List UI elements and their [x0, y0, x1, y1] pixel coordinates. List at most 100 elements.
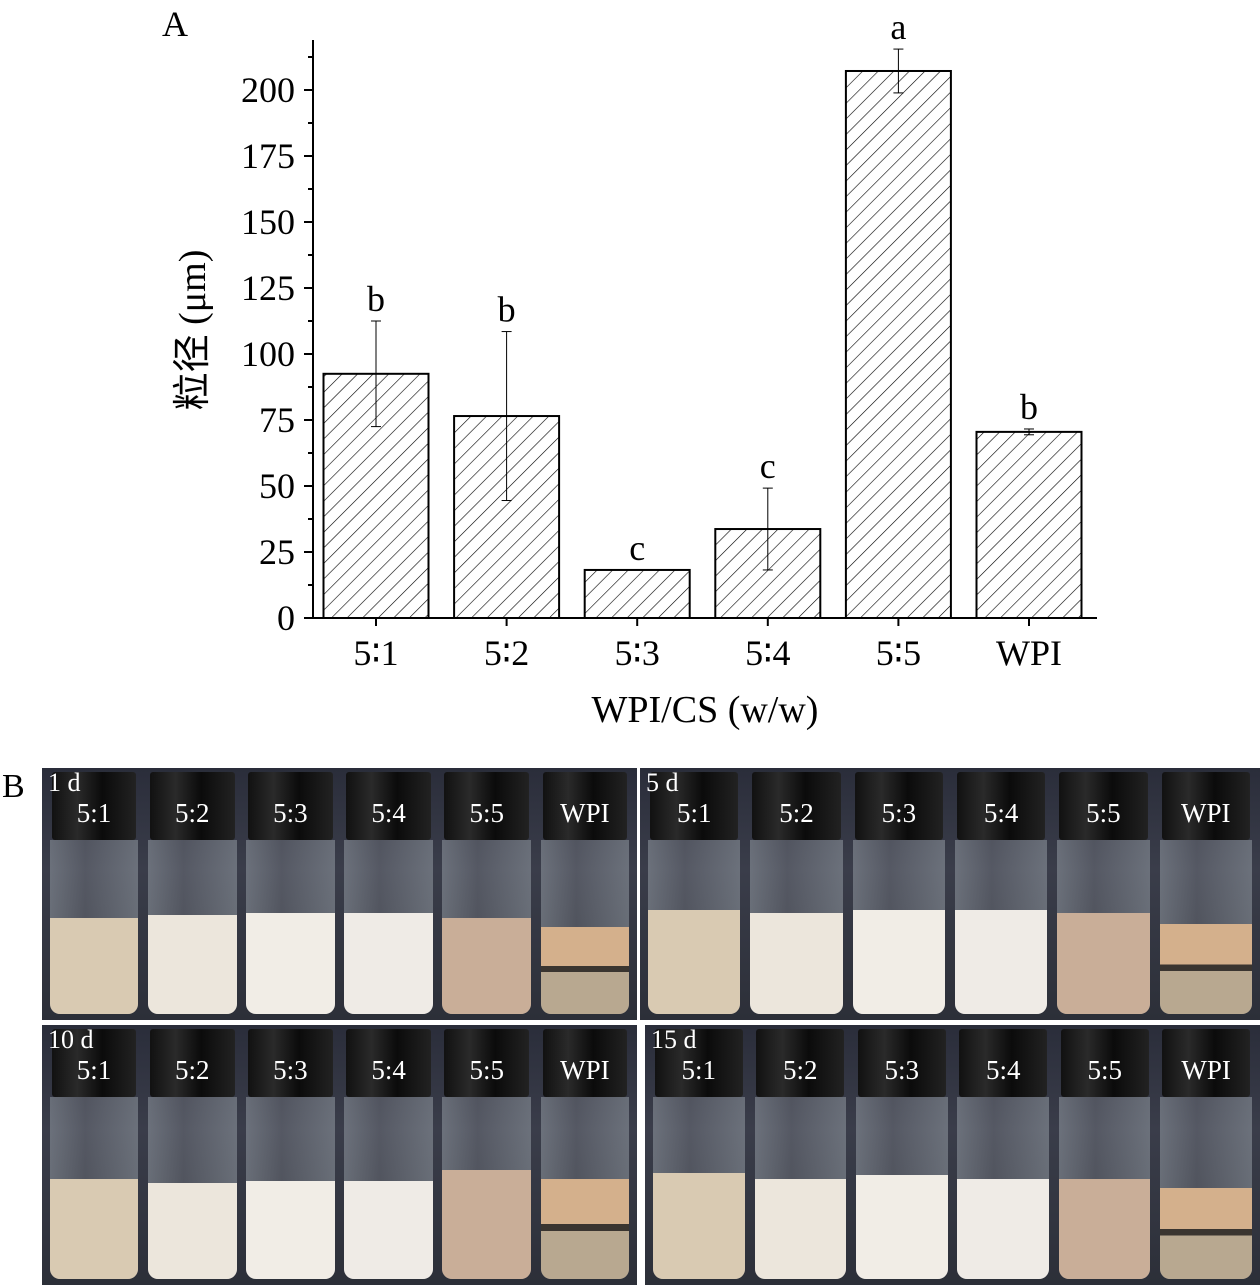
vial-cap — [542, 1029, 628, 1097]
vial-cap — [346, 1029, 431, 1097]
vial-glass — [344, 1097, 433, 1279]
vial-glass — [147, 840, 237, 1014]
vial-cap — [444, 1029, 530, 1097]
day-label: 1 d — [48, 768, 81, 797]
vial-label: 5:2 — [174, 1055, 210, 1085]
emulsion — [852, 909, 945, 1014]
panel-label-a: A — [162, 4, 188, 44]
vial-label: 5:1 — [676, 798, 712, 828]
vial-glass — [1159, 840, 1252, 1014]
vial-glass — [49, 1097, 139, 1279]
vial-cap — [149, 772, 235, 840]
vial-glass — [750, 840, 843, 1014]
x-tick-label: 5∶1 — [353, 633, 398, 673]
vial-label: 5:5 — [469, 1055, 504, 1085]
vial-label: 5:2 — [783, 1055, 818, 1085]
photo-panel: 5:1 5:2 5:3 5:4 5:5 WPI 10 d — [42, 1025, 637, 1285]
vial-cap — [542, 772, 628, 840]
vial-glass — [653, 1097, 745, 1279]
vial-glass — [246, 1097, 335, 1279]
vial: 5:1 — [48, 1025, 140, 1279]
vial-glass — [754, 1097, 847, 1279]
vial-cap — [247, 772, 333, 840]
vial: WPI — [539, 768, 631, 1014]
y-tick-label: 125 — [241, 268, 295, 308]
vial-label: 5:4 — [985, 1055, 1021, 1085]
vial-glass — [1058, 1097, 1151, 1279]
vial-cap — [654, 1029, 743, 1097]
vial: 5:2 — [146, 1025, 238, 1279]
vial-glass — [442, 1097, 532, 1279]
y-tick-label: 100 — [241, 334, 295, 374]
vial-cap — [959, 1029, 1048, 1097]
significance-label: a — [890, 7, 906, 47]
y-axis-label: 粒径 (μm) — [172, 250, 214, 411]
emulsion — [246, 913, 335, 1014]
y-tick-label: 75 — [259, 400, 295, 440]
bar — [583, 568, 691, 620]
vial-label: 5:5 — [469, 798, 504, 828]
vial-label: 5:1 — [76, 1055, 112, 1085]
emulsion — [955, 909, 1048, 1014]
vial-cap — [1060, 1029, 1149, 1097]
emulsion — [540, 1178, 630, 1279]
vial-label: 5:4 — [983, 798, 1019, 828]
emulsion — [1058, 1178, 1151, 1279]
vial: 5:2 — [749, 768, 845, 1014]
emulsion — [147, 1182, 237, 1279]
y-tick-label: 50 — [259, 466, 295, 506]
vial: 5:3 — [244, 768, 336, 1014]
vial: 5:1 — [651, 1025, 746, 1279]
emulsion — [1159, 923, 1252, 1014]
vial-cap — [857, 1029, 946, 1097]
vial-cap — [444, 772, 530, 840]
vial: 5:3 — [244, 1025, 336, 1279]
vial-glass — [49, 840, 139, 1014]
significance-label: c — [629, 528, 645, 568]
vial-label: WPI — [1181, 1055, 1231, 1085]
y-tick-label: 25 — [259, 532, 295, 572]
vial-glass — [648, 840, 741, 1014]
x-tick-label: 5∶5 — [876, 633, 921, 673]
photo-panel: 5:1 5:2 5:3 5:4 5:5 WPI 5 d — [640, 768, 1260, 1020]
vial-label: 5:2 — [779, 798, 814, 828]
emulsion — [653, 1173, 745, 1279]
vial: 5:4 — [342, 1025, 434, 1279]
vial-glass — [957, 1097, 1049, 1279]
emulsion — [344, 1180, 433, 1279]
vial-cap — [752, 772, 841, 840]
emulsion — [540, 927, 630, 1014]
vial-glass — [344, 840, 433, 1014]
x-tick-label: 5∶2 — [484, 633, 529, 673]
vial-cap — [346, 772, 431, 840]
vial-label: 5:4 — [371, 1055, 406, 1085]
vial-label: 5:3 — [273, 798, 308, 828]
vial: 5:3 — [851, 768, 947, 1014]
significance-label: b — [1020, 387, 1038, 427]
vial-cap — [956, 772, 1046, 840]
emulsion — [754, 1178, 847, 1279]
vial-label: 5:3 — [273, 1055, 308, 1085]
vial-label: 5:5 — [1087, 1055, 1122, 1085]
vial: 5:1 — [48, 768, 140, 1014]
vial-glass — [540, 1097, 630, 1279]
x-tick-label: 5∶3 — [615, 633, 660, 673]
vial: 5:4 — [953, 768, 1049, 1014]
vial: 5:4 — [956, 1025, 1051, 1279]
vial-glass — [856, 1097, 948, 1279]
vial-label: 5:1 — [76, 798, 112, 828]
significance-label: b — [367, 279, 385, 319]
y-tick-label: 150 — [241, 202, 295, 242]
vial-cap — [51, 772, 137, 840]
vial-glass — [1160, 1097, 1252, 1279]
panel-label-b: B — [2, 768, 25, 805]
vial: 5:5 — [1057, 1025, 1152, 1279]
vial: 5:2 — [753, 1025, 848, 1279]
emulsion — [1160, 1188, 1252, 1279]
vial: 5:4 — [342, 768, 434, 1014]
y-tick-label: 0 — [277, 598, 295, 638]
vial-cap — [756, 1029, 845, 1097]
vial: 5:5 — [441, 1025, 533, 1279]
vial: 5:1 — [646, 768, 742, 1014]
